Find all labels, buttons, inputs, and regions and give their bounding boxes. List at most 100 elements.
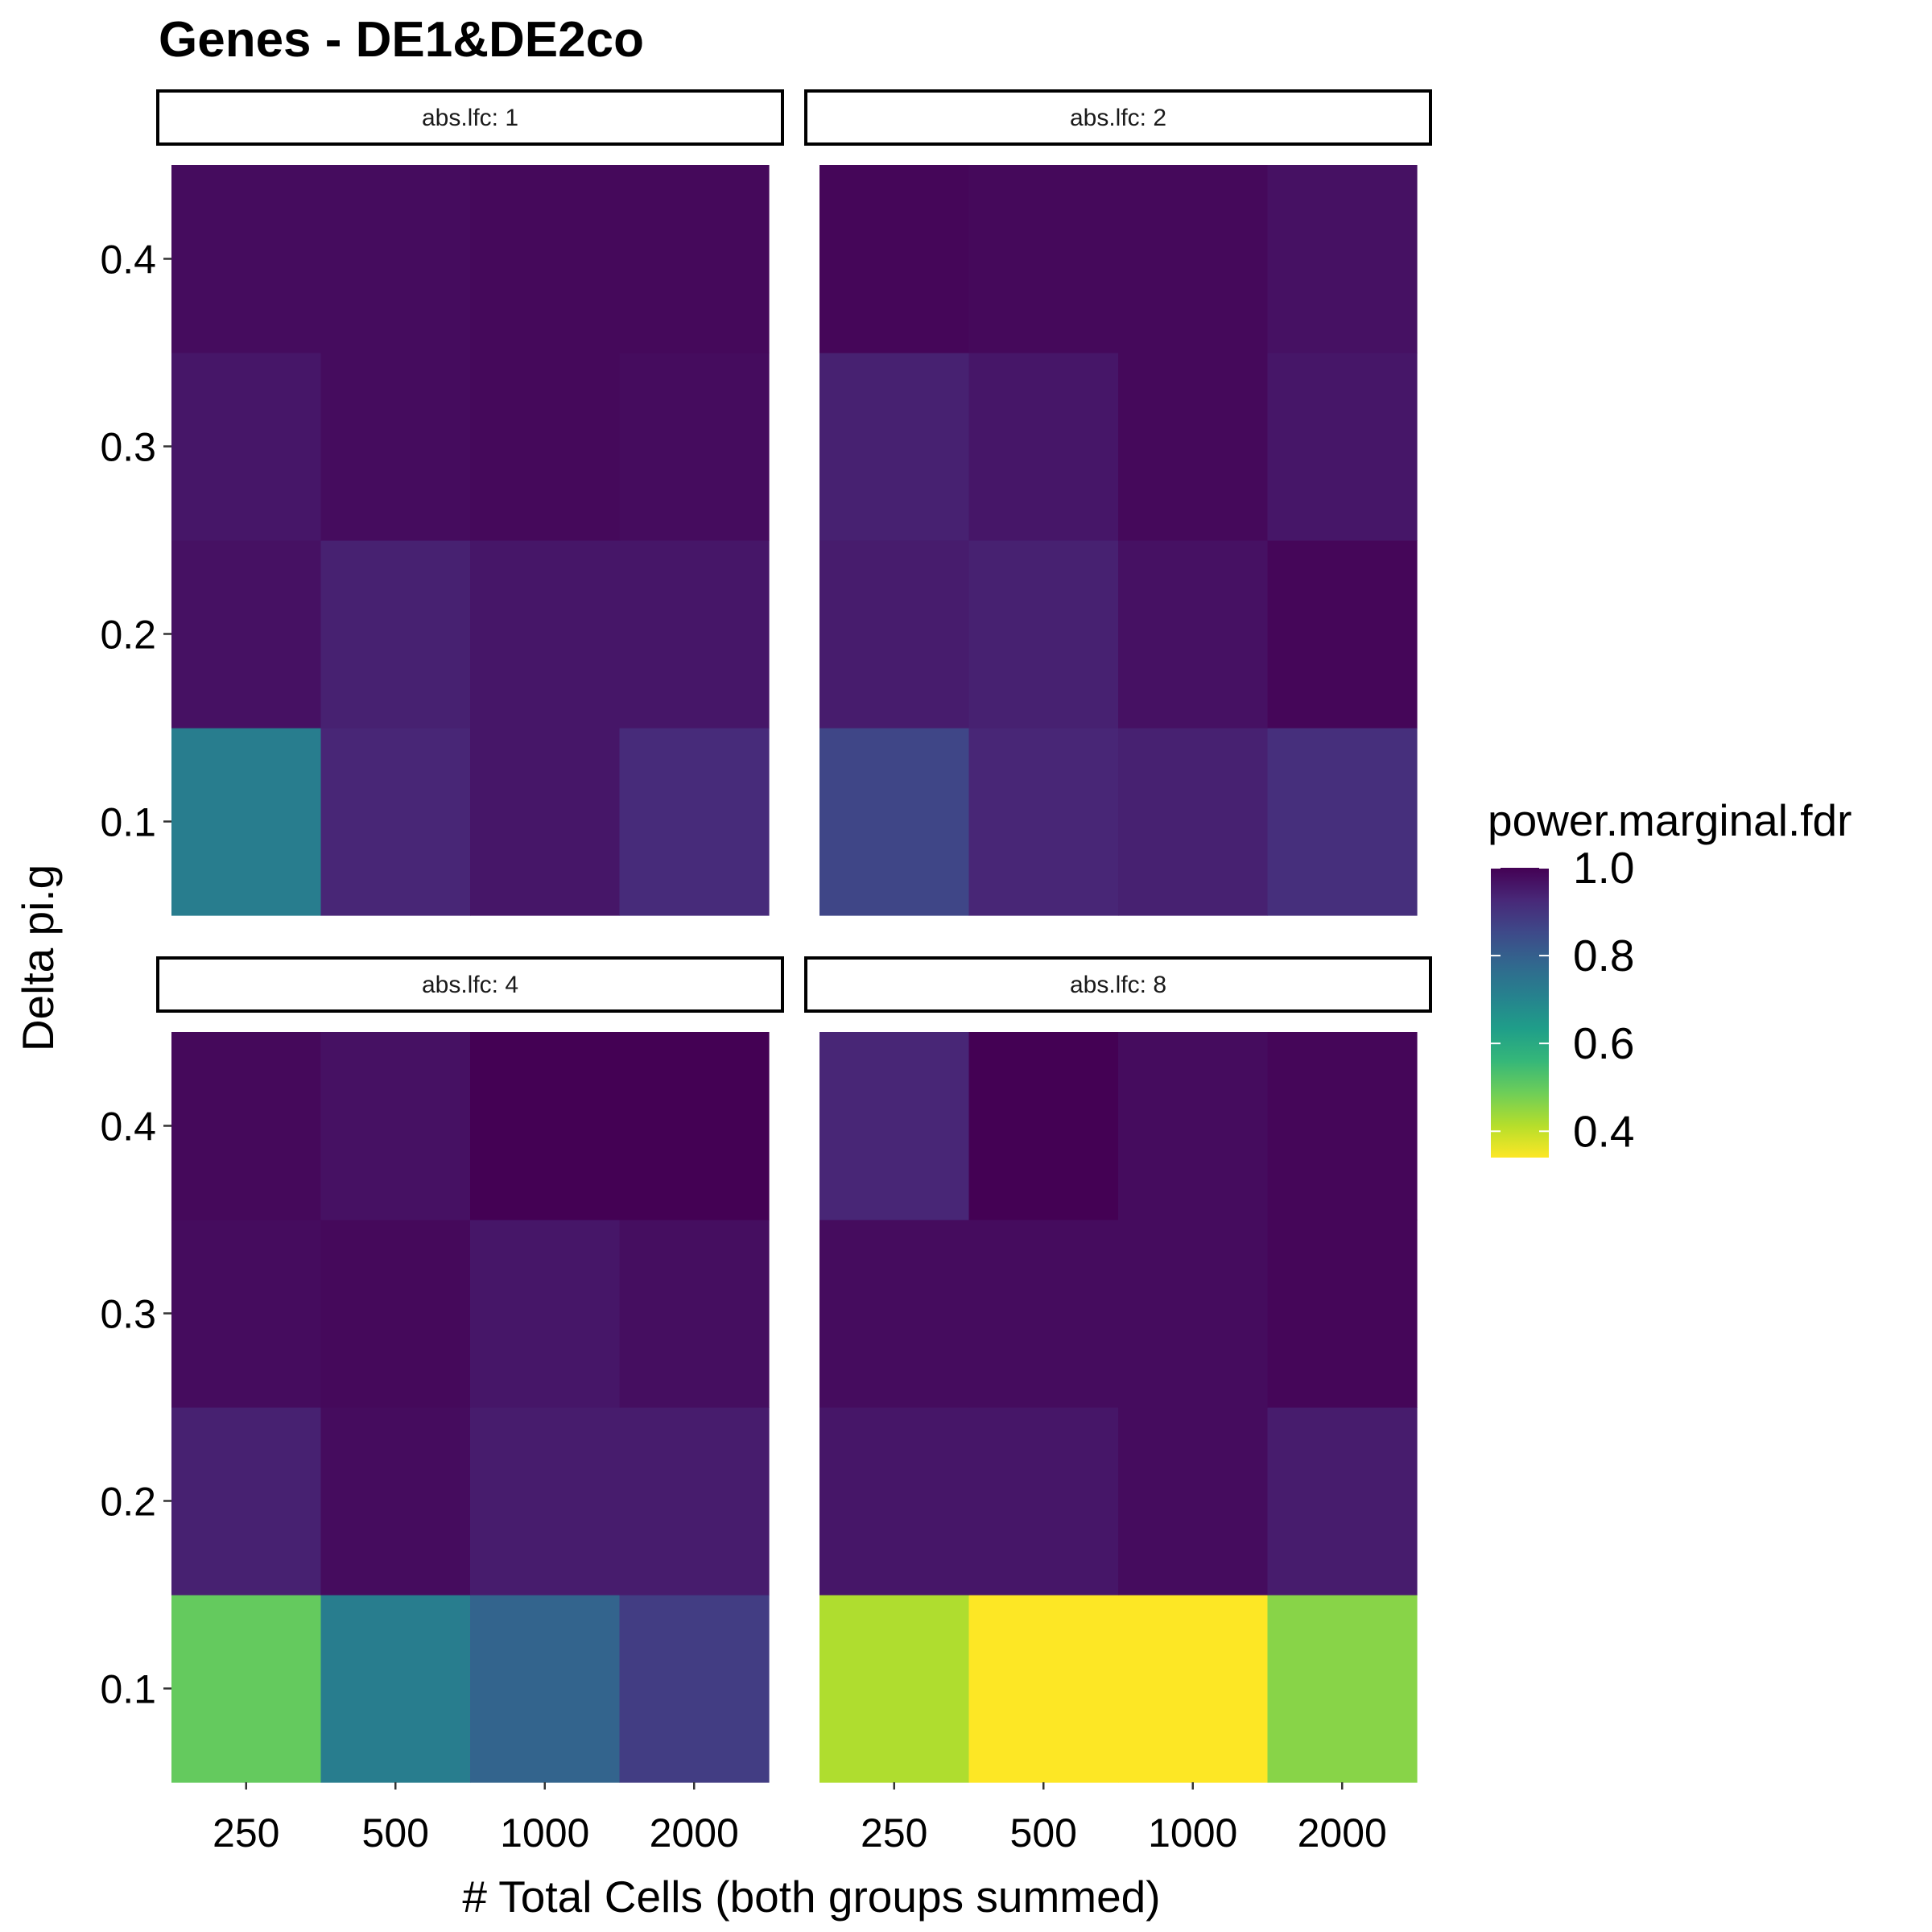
facet-strip <box>156 89 784 146</box>
y-axes: 0.1 0.2 0.3 0.4 0.1 0.2 0.3 0.4 <box>100 237 171 1712</box>
heatmap-tile <box>171 165 322 353</box>
heatmap-tile <box>470 353 621 541</box>
x-tick-label: 250 <box>213 1810 279 1856</box>
heatmap-tile <box>619 1407 770 1596</box>
legend-label: 0.4 <box>1573 1106 1634 1156</box>
x-tick-label: 2000 <box>1298 1810 1387 1856</box>
heatmap-tile <box>1267 1032 1418 1220</box>
heatmap-tile <box>1267 1220 1418 1408</box>
heatmap-tile <box>819 1220 970 1408</box>
heatmap-tile <box>470 540 621 729</box>
facet-strip-label: abs.lfc: 2 <box>1070 105 1166 131</box>
x-axes: 250 500 1000 2000 250 500 1000 2000 <box>213 1782 1387 1856</box>
facet-strip <box>804 956 1432 1013</box>
heatmap-tile <box>819 165 970 353</box>
legend-label: 0.8 <box>1573 931 1634 980</box>
heatmap-tile <box>1267 540 1418 729</box>
x-tick-label: 500 <box>362 1810 429 1856</box>
facet-strip-label: abs.lfc: 1 <box>422 105 518 131</box>
heatmap-tile <box>320 1595 471 1783</box>
heatmap-tile <box>1118 353 1269 541</box>
heatmap-tile <box>819 728 970 916</box>
y-tick-label: 0.1 <box>100 800 156 845</box>
heatmap-tile <box>171 1220 322 1408</box>
heatmap-tile <box>1118 1595 1269 1783</box>
heatmap-tile <box>320 1407 471 1596</box>
heatmap-tile <box>171 728 322 916</box>
x-tick-label: 500 <box>1010 1810 1077 1856</box>
facet-panels: abs.lfc: 1 abs.lfc: 2 abs.lfc: 4 abs.lfc: 8 <box>156 89 1432 1783</box>
legend-title: power.marginal.fdr <box>1488 795 1852 845</box>
heatmap-tile <box>171 353 322 541</box>
y-tick-label: 0.4 <box>100 237 156 283</box>
facet-panel: abs.lfc: 1 <box>156 89 784 916</box>
color-legend: power.marginal.fdr 1.0 0.8 0.6 0.4 <box>1488 795 1852 1158</box>
heatmap-tile <box>819 1032 970 1220</box>
heatmap-tile <box>1118 728 1269 916</box>
heatmap-tile <box>320 540 471 729</box>
chart-title: Genes - DE1&DE2co <box>159 12 644 68</box>
heatmap-tile <box>1267 728 1418 916</box>
heatmap-tile <box>619 728 770 916</box>
heatmap-tile <box>1118 1220 1269 1408</box>
heatmap-tile <box>171 1407 322 1596</box>
heatmap-tile <box>968 353 1119 541</box>
heatmap-tile <box>1118 165 1269 353</box>
facet-panel: abs.lfc: 2 <box>804 89 1432 916</box>
x-tick-label: 2000 <box>650 1810 739 1856</box>
heatmap-tile <box>171 540 322 729</box>
heatmap-tile <box>819 540 970 729</box>
heatmap-tile <box>171 1032 322 1220</box>
x-axis-title: # Total Cells (both groups summed) <box>462 1872 1160 1922</box>
heatmap-tile <box>819 353 970 541</box>
heatmap-tile <box>619 165 770 353</box>
facet-strip <box>156 956 784 1013</box>
y-tick-label: 0.2 <box>100 1480 156 1525</box>
y-tick-label: 0.3 <box>100 1292 156 1337</box>
x-tick-label: 1000 <box>500 1810 589 1856</box>
facet-strip-label: abs.lfc: 4 <box>422 972 518 998</box>
heatmap-tile <box>320 1220 471 1408</box>
facet-panel: abs.lfc: 8 <box>804 956 1432 1783</box>
heatmap-tile <box>470 1407 621 1596</box>
legend-label: 1.0 <box>1573 843 1634 893</box>
y-tick-label: 0.1 <box>100 1667 156 1712</box>
heatmap-tile <box>1118 1032 1269 1220</box>
heatmap-tile <box>968 165 1119 353</box>
heatmap-tile <box>619 540 770 729</box>
heatmap-tile <box>320 165 471 353</box>
heatmap-tile <box>968 1407 1119 1596</box>
heatmap-tile <box>470 165 621 353</box>
heatmap-tile <box>171 1595 322 1783</box>
facet-panel: abs.lfc: 4 <box>156 956 784 1783</box>
x-tick-label: 1000 <box>1148 1810 1237 1856</box>
heatmap-tile <box>470 1220 621 1408</box>
heatmap-tile <box>968 540 1119 729</box>
heatmap-tile <box>819 1595 970 1783</box>
heatmap-tile <box>968 1595 1119 1783</box>
heatmap-tile <box>819 1407 970 1596</box>
heatmap-tile <box>619 1595 770 1783</box>
legend-ticks: 1.0 0.8 0.6 0.4 <box>1491 843 1634 1156</box>
heatmap-tile <box>968 1220 1119 1408</box>
heatmap-tile <box>470 728 621 916</box>
heatmap-tile <box>619 1220 770 1408</box>
facet-strip-label: abs.lfc: 8 <box>1070 972 1166 998</box>
heatmap-tile <box>1267 165 1418 353</box>
legend-label: 0.6 <box>1573 1018 1634 1068</box>
y-tick-label: 0.2 <box>100 613 156 658</box>
heatmap-tile <box>320 1032 471 1220</box>
heatmap-tile <box>968 728 1119 916</box>
heatmap-tile <box>1118 540 1269 729</box>
heatmap-tile <box>1118 1407 1269 1596</box>
heatmap-tile <box>470 1595 621 1783</box>
heatmap-tile <box>470 1032 621 1220</box>
legend-colorbar <box>1491 868 1549 1158</box>
heatmap-tile <box>619 1032 770 1220</box>
y-tick-label: 0.3 <box>100 425 156 470</box>
x-tick-label: 250 <box>861 1810 927 1856</box>
heatmap-tile <box>1267 1595 1418 1783</box>
y-axis-title: Delta pi.g <box>13 865 63 1051</box>
heatmap-tile <box>1267 353 1418 541</box>
facet-strip <box>804 89 1432 146</box>
